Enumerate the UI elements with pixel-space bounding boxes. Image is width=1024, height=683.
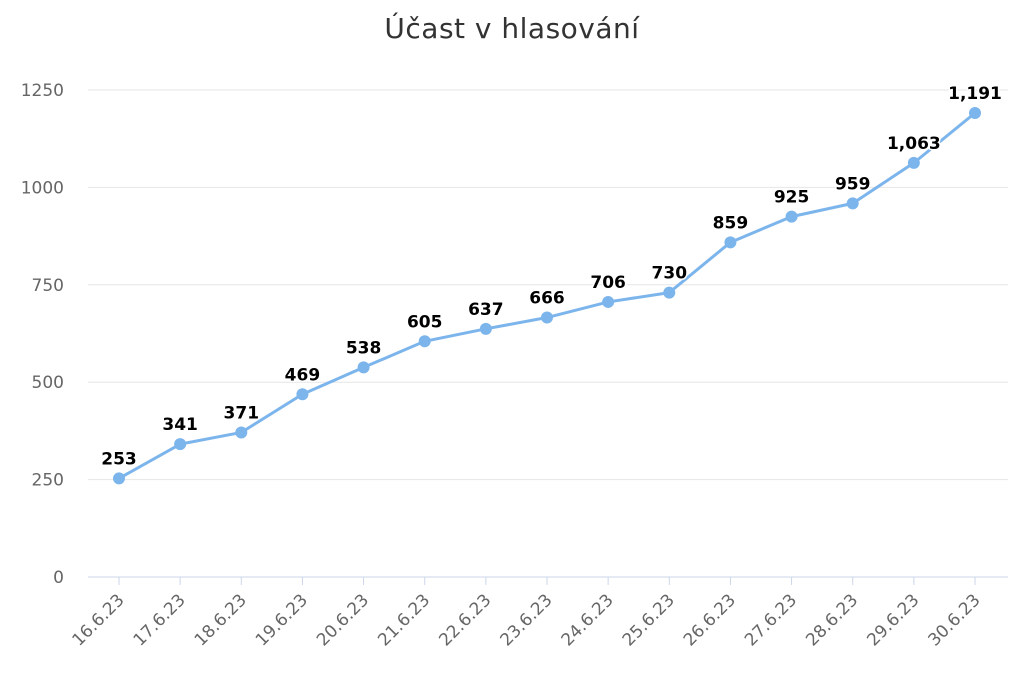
x-tick-label: 23.6.23 xyxy=(497,590,557,650)
x-tick-label: 16.6.23 xyxy=(69,590,129,650)
data-label: 925 xyxy=(774,188,810,208)
y-tick-label: 500 xyxy=(32,373,64,393)
x-tick-label: 29.6.23 xyxy=(863,590,923,650)
data-label: 605 xyxy=(407,312,443,332)
data-point xyxy=(357,361,370,374)
data-point xyxy=(174,438,187,451)
data-point xyxy=(235,426,248,439)
data-label: 730 xyxy=(652,264,688,284)
x-tick-label: 27.6.23 xyxy=(741,590,801,650)
x-tick-label: 21.6.23 xyxy=(374,590,434,650)
data-label: 1,063 xyxy=(887,134,941,154)
x-tick-label: 25.6.23 xyxy=(619,590,679,650)
data-point xyxy=(724,236,737,249)
x-tick-label: 18.6.23 xyxy=(191,590,251,650)
y-tick-label: 0 xyxy=(53,568,64,588)
y-tick-label: 1250 xyxy=(21,81,64,101)
data-label: 706 xyxy=(590,273,626,293)
data-point xyxy=(785,210,798,223)
y-tick-label: 750 xyxy=(32,276,64,296)
x-tick-label: 30.6.23 xyxy=(925,590,985,650)
data-label: 1,191 xyxy=(948,84,1002,104)
data-point xyxy=(846,197,859,210)
data-point xyxy=(479,322,492,335)
data-label: 959 xyxy=(835,174,871,194)
data-label: 469 xyxy=(285,365,321,385)
y-tick-label: 1000 xyxy=(21,178,64,198)
data-label: 666 xyxy=(529,289,565,309)
x-tick-label: 20.6.23 xyxy=(313,590,373,650)
x-tick-label: 17.6.23 xyxy=(130,590,190,650)
chart-title: Účast v hlasování xyxy=(384,12,640,45)
data-point xyxy=(296,388,309,401)
data-label: 341 xyxy=(162,415,198,435)
x-tick-label: 24.6.23 xyxy=(558,590,618,650)
data-point xyxy=(418,335,431,348)
data-point xyxy=(602,295,615,308)
data-label: 371 xyxy=(224,403,260,423)
data-label: 538 xyxy=(346,338,382,358)
x-tick-label: 28.6.23 xyxy=(802,590,862,650)
data-point xyxy=(663,286,676,299)
x-tick-label: 26.6.23 xyxy=(680,590,740,650)
data-label: 637 xyxy=(468,300,504,320)
data-point xyxy=(113,472,125,485)
data-label: 253 xyxy=(101,449,137,469)
data-point xyxy=(969,106,981,119)
data-point xyxy=(907,156,920,169)
data-label: 859 xyxy=(713,213,749,233)
y-tick-label: 250 xyxy=(32,471,64,491)
x-tick-label: 22.6.23 xyxy=(435,590,495,650)
x-tick-label: 19.6.23 xyxy=(252,590,312,650)
data-point xyxy=(541,311,553,324)
